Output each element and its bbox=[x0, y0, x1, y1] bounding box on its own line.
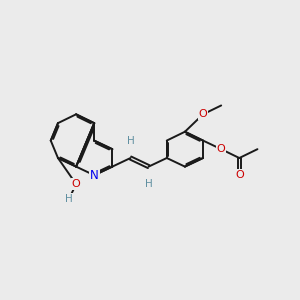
Text: N: N bbox=[90, 169, 99, 182]
Text: O: O bbox=[199, 109, 207, 119]
Text: O: O bbox=[235, 170, 244, 180]
Text: O: O bbox=[72, 179, 80, 189]
Text: H: H bbox=[127, 136, 134, 146]
Text: H: H bbox=[145, 179, 152, 189]
Text: H: H bbox=[65, 194, 73, 204]
Text: O: O bbox=[217, 144, 226, 154]
